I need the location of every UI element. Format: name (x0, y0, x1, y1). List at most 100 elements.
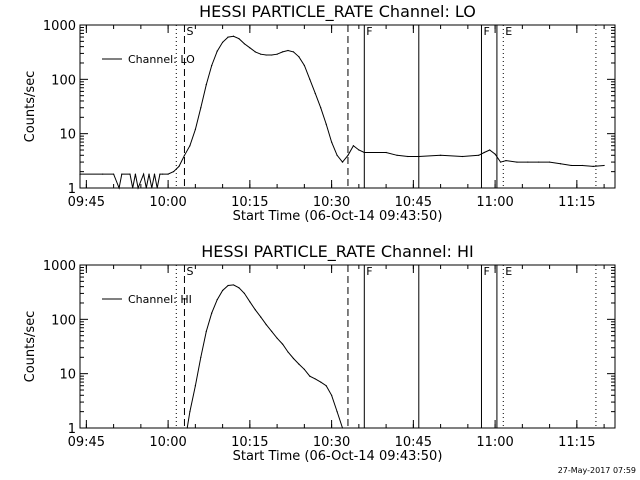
data-point (363, 151, 365, 154)
x-tick-label: 10:15 (231, 195, 268, 210)
data-point (137, 187, 139, 189)
x-tick-label: 11:15 (558, 435, 595, 450)
data-point (183, 154, 186, 156)
data-point (162, 173, 164, 175)
data-point (186, 427, 188, 429)
data-point (194, 385, 196, 387)
data-point (134, 173, 137, 175)
data-point (243, 292, 246, 295)
data-point (271, 54, 273, 56)
data-point (227, 284, 229, 287)
chart-panel-hi: HESSI PARTICLE_RATE Channel: HI 1 10 100 100… (23, 242, 616, 464)
data-point (222, 41, 224, 43)
x-tick-label: 10:00 (149, 435, 186, 450)
y-tick-label: 1000 (43, 259, 76, 274)
data-point (254, 51, 256, 53)
x-tick-label: 10:15 (231, 435, 268, 450)
chart-title: HESSI PARTICLE_RATE Channel: HI (201, 242, 474, 262)
data-point (200, 356, 202, 358)
data-point (478, 154, 480, 156)
y-axis-label: Counts/sec (23, 71, 38, 143)
data-point (325, 123, 327, 125)
data-point (341, 161, 344, 163)
data-point (238, 287, 240, 289)
y-tick-label: 1 (68, 422, 76, 437)
data-point (527, 161, 529, 163)
y-tick-label: 1000 (43, 19, 76, 34)
data-point (159, 173, 161, 175)
data-point (325, 385, 327, 387)
x-tick-label: 11:00 (476, 435, 513, 450)
data-point (216, 299, 218, 301)
x-tick-label: 10:00 (149, 195, 186, 210)
data-point (281, 343, 284, 345)
data-point (238, 38, 240, 40)
data-point (222, 289, 224, 292)
x-tick-label: 10:30 (313, 435, 350, 450)
data-point (461, 155, 464, 158)
data-point (331, 394, 333, 396)
data-point (489, 149, 491, 151)
data-point (309, 78, 311, 80)
data-point (516, 161, 518, 163)
data-point (121, 173, 123, 175)
data-point (216, 50, 218, 52)
data-point (249, 301, 251, 303)
y-tick-label: 1 (68, 182, 76, 197)
data-point (194, 128, 196, 130)
event-marker-label: F (366, 265, 372, 278)
data-point (113, 173, 115, 175)
data-point (483, 151, 485, 154)
data-point (249, 47, 251, 49)
data-point (232, 35, 235, 37)
data-point (303, 64, 305, 67)
event-marker-label: S (186, 25, 193, 38)
data-point (254, 309, 256, 311)
data-point (129, 173, 131, 175)
x-axis-label: Start Time (06-Oct-14 09:43:50) (233, 209, 443, 224)
data-point (320, 107, 322, 109)
data-point (276, 53, 278, 55)
event-marker-label: F (366, 25, 372, 38)
event-marker-label: S (186, 265, 193, 278)
data-point (178, 165, 180, 167)
data-point (292, 357, 295, 360)
x-tick-label: 11:15 (558, 195, 595, 210)
chart-title: HESSI PARTICLE_RATE Channel: LO (199, 2, 476, 22)
data-point (298, 56, 300, 58)
data-point (132, 187, 134, 189)
data-series-line (186, 284, 343, 429)
legend-label: Channel: LO (128, 53, 195, 66)
data-point (243, 43, 246, 45)
data-point (581, 164, 583, 167)
data-point (260, 316, 262, 318)
legend-label: Channel: HI (128, 293, 192, 306)
x-tick-label: 10:30 (313, 195, 350, 210)
data-point (292, 51, 295, 53)
data-point (418, 155, 420, 158)
x-tick-label: 10:45 (395, 435, 432, 450)
x-tick-label: 09:45 (68, 195, 105, 210)
data-point (142, 173, 145, 175)
data-point (385, 151, 387, 154)
data-point (336, 154, 338, 156)
data-point (189, 411, 191, 413)
data-point (281, 51, 284, 53)
data-point (499, 161, 502, 163)
data-point (303, 368, 305, 370)
data-point (145, 187, 147, 189)
data-point (102, 173, 104, 175)
data-point (232, 284, 235, 286)
data-point (287, 49, 289, 52)
y-tick-label: 100 (51, 313, 76, 328)
data-point (287, 351, 289, 353)
y-axis-label: Counts/sec (23, 311, 38, 383)
data-point (298, 363, 300, 365)
data-point (79, 173, 81, 175)
data-point (549, 161, 551, 163)
data-point (265, 323, 267, 326)
chart-panel-lo: HESSI PARTICLE_RATE Channel: LO 1 10 100 100… (23, 2, 616, 224)
data-point (396, 154, 398, 156)
data-point (151, 187, 153, 189)
